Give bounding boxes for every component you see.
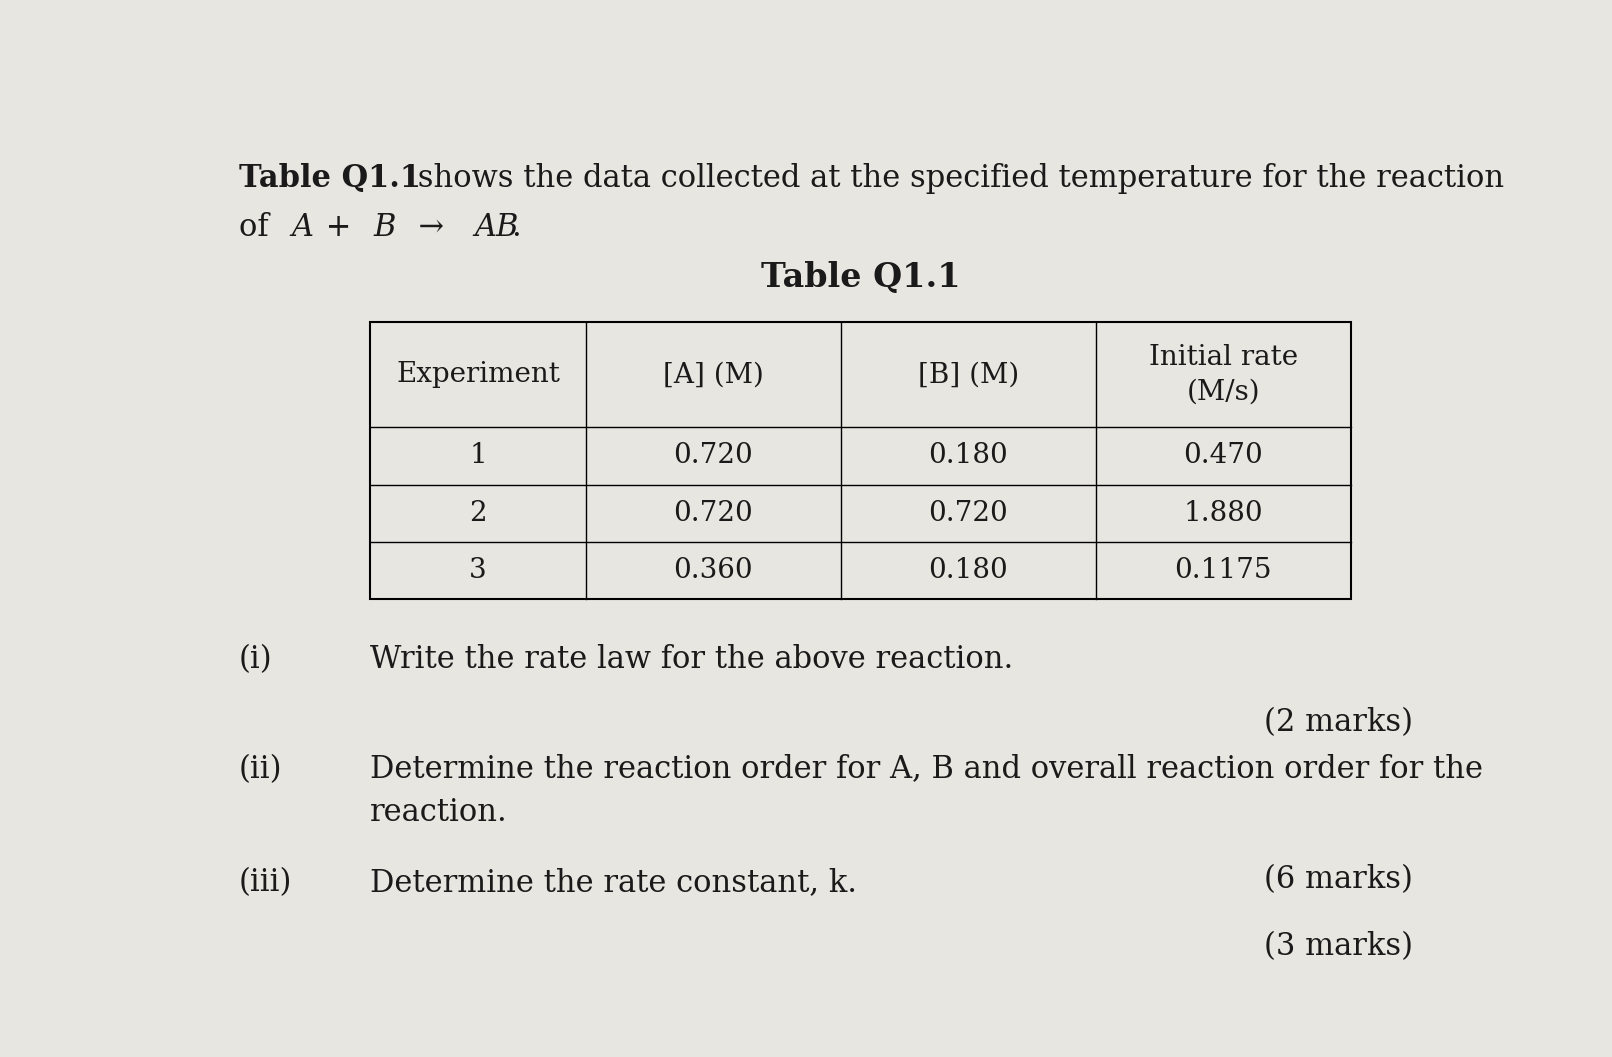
Text: Experiment: Experiment bbox=[397, 361, 559, 388]
Text: 1: 1 bbox=[469, 443, 487, 469]
Text: .: . bbox=[511, 212, 521, 243]
Text: B: B bbox=[374, 212, 397, 243]
Text: 0.720: 0.720 bbox=[674, 500, 753, 526]
Text: 2: 2 bbox=[469, 500, 487, 526]
Text: of: of bbox=[239, 212, 279, 243]
Text: [B] (M): [B] (M) bbox=[917, 361, 1019, 388]
Text: Write the rate law for the above reaction.: Write the rate law for the above reactio… bbox=[371, 644, 1014, 674]
Text: 0.180: 0.180 bbox=[929, 443, 1008, 469]
Text: 0.1175: 0.1175 bbox=[1175, 557, 1272, 583]
Text: Determine the rate constant, k.: Determine the rate constant, k. bbox=[371, 868, 858, 898]
Text: (3 marks): (3 marks) bbox=[1264, 931, 1414, 962]
Text: (i): (i) bbox=[239, 644, 272, 674]
Text: Table Q1.1: Table Q1.1 bbox=[761, 261, 961, 294]
Text: A: A bbox=[292, 212, 313, 243]
Text: Initial rate
(M/s): Initial rate (M/s) bbox=[1149, 344, 1298, 406]
Text: [A] (M): [A] (M) bbox=[663, 361, 764, 388]
Text: +: + bbox=[316, 212, 371, 243]
Text: (6 marks): (6 marks) bbox=[1264, 865, 1414, 895]
Text: Table Q1.1: Table Q1.1 bbox=[239, 164, 421, 194]
Text: (iii): (iii) bbox=[239, 868, 292, 898]
Text: shows the data collected at the specified temperature for the reaction: shows the data collected at the specifie… bbox=[408, 164, 1504, 194]
Text: (ii): (ii) bbox=[239, 754, 282, 784]
Text: 3: 3 bbox=[469, 557, 487, 583]
Text: 0.470: 0.470 bbox=[1183, 443, 1264, 469]
Text: 1.880: 1.880 bbox=[1183, 500, 1264, 526]
Text: AB: AB bbox=[474, 212, 517, 243]
Text: 0.720: 0.720 bbox=[929, 500, 1008, 526]
Text: 0.720: 0.720 bbox=[674, 443, 753, 469]
Text: (2 marks): (2 marks) bbox=[1264, 707, 1414, 738]
Text: 0.180: 0.180 bbox=[929, 557, 1008, 583]
Text: Determine the reaction order for A, B and overall reaction order for the
reactio: Determine the reaction order for A, B an… bbox=[371, 754, 1483, 828]
Text: 0.360: 0.360 bbox=[674, 557, 753, 583]
Text: →: → bbox=[398, 212, 463, 243]
